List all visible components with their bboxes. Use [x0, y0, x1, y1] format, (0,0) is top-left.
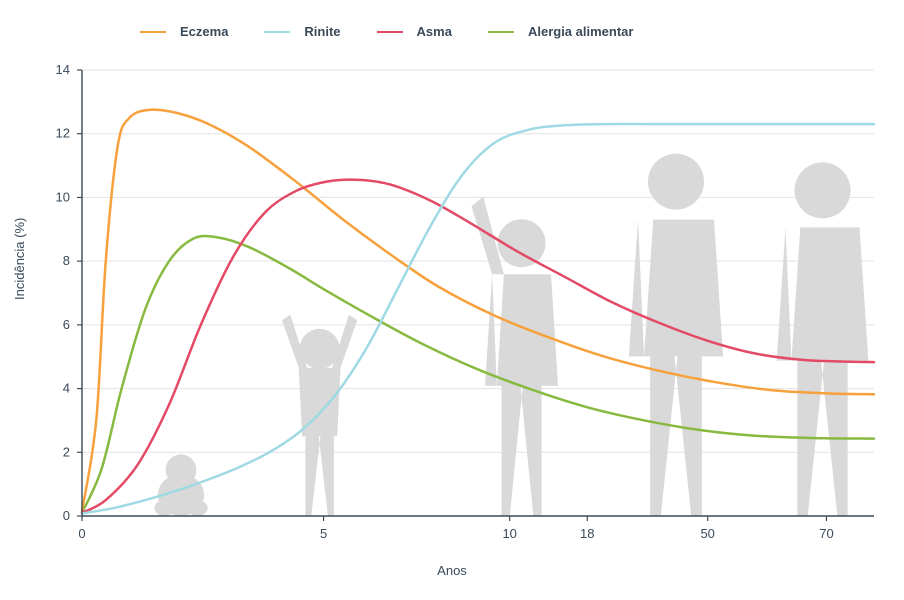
- x-tick-50: 50: [700, 526, 714, 541]
- series-asma: [82, 180, 874, 513]
- x-tick-70: 70: [819, 526, 833, 541]
- x-tick-0: 0: [78, 526, 85, 541]
- x-tick-labels: 0 5 10 18 50 70: [78, 516, 833, 541]
- y-tick-labels: 0 2 4 6 8 10 12 14: [56, 62, 82, 523]
- series-lines: [82, 110, 874, 514]
- series-eczema: [82, 110, 874, 512]
- x-tick-18: 18: [580, 526, 594, 541]
- series-alergia: [82, 236, 874, 513]
- chart-container: { "chart": { "type": "line", "width_px":…: [0, 0, 904, 600]
- series-rinite: [82, 124, 874, 513]
- chart-svg: 0 2 4 6 8 10 12 14 0 5 10 18 50 70: [0, 0, 904, 600]
- y-tick-10: 10: [56, 189, 70, 204]
- silhouettes: [154, 154, 868, 516]
- x-tick-5: 5: [320, 526, 327, 541]
- y-tick-6: 6: [63, 317, 70, 332]
- y-tick-12: 12: [56, 126, 70, 141]
- y-tick-4: 4: [63, 381, 70, 396]
- y-tick-8: 8: [63, 253, 70, 268]
- y-tick-2: 2: [63, 444, 70, 459]
- gridlines: [82, 70, 874, 516]
- y-tick-0: 0: [63, 508, 70, 523]
- y-tick-14: 14: [56, 62, 70, 77]
- x-tick-10: 10: [502, 526, 516, 541]
- axes: [82, 70, 874, 516]
